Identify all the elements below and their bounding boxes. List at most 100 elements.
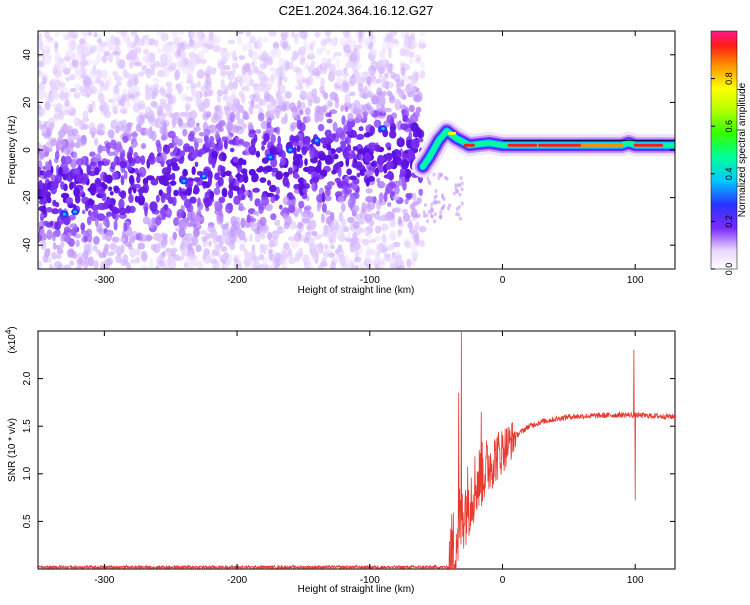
spectrogram-cell <box>427 179 431 184</box>
spectrogram-cell <box>191 166 196 176</box>
spectrogram-cell <box>301 216 309 223</box>
spectrogram-cell <box>131 31 138 37</box>
spectrogram-cell <box>283 242 290 250</box>
spectrogram-cell <box>256 167 263 173</box>
spectrogram-cell <box>238 105 245 114</box>
spectrogram-cell <box>346 144 352 151</box>
spectrogram-cell <box>228 188 234 199</box>
spectrogram-cell <box>283 221 290 230</box>
spectrogram-x-axis-label: Height of straight line (km) <box>298 285 415 296</box>
spectrogram-cell <box>54 150 60 160</box>
spectrogram-cell <box>231 103 238 113</box>
spectrogram-cell <box>54 201 60 208</box>
spectrogram-cell <box>130 73 139 79</box>
spectrogram-cell <box>368 65 377 76</box>
spectrogram-cell <box>71 227 77 237</box>
spectrogram-cell <box>161 213 166 221</box>
spectrogram-cell <box>234 254 241 260</box>
spectrogram-cell <box>311 88 318 98</box>
spectrogram-cell <box>437 176 441 181</box>
spectrogram-cell <box>416 57 421 62</box>
spectrogram-cell <box>234 111 241 121</box>
spectrogram-cell <box>125 205 131 214</box>
spectrogram-cell <box>237 157 245 166</box>
spectrogram-cell <box>110 206 119 213</box>
spectrogram-cell <box>220 246 228 252</box>
spectrogram-cell <box>243 174 249 184</box>
spectrogram-cell <box>233 195 241 205</box>
spectrogram-cell <box>395 97 400 108</box>
spectrogram-cell <box>323 243 329 250</box>
spectrogram-cell <box>340 262 348 268</box>
spectrogram-cell <box>126 122 133 127</box>
spectrogram-cell <box>366 104 372 110</box>
spectrogram-cell <box>184 96 193 102</box>
spectrogram-cell <box>188 67 194 77</box>
spectrogram-cell <box>158 253 164 261</box>
spectrogram-cell <box>351 194 357 206</box>
spectrogram-cell <box>97 145 102 154</box>
y-tick-label: -40 <box>22 238 33 253</box>
spectrogram-cell <box>183 57 190 64</box>
spectrogram-cell <box>353 117 360 124</box>
spectrogram-cell <box>386 161 392 171</box>
spectrogram-cell <box>383 107 392 113</box>
spectrogram-cell <box>178 118 184 127</box>
spectrogram-cell <box>346 168 353 176</box>
spectrogram-cell <box>56 254 62 260</box>
spectrogram-cell <box>378 200 387 206</box>
spectrogram-cell <box>248 104 254 115</box>
spectrogram-cell <box>279 156 286 166</box>
spectrogram-cell <box>357 148 366 155</box>
spectrogram-cell <box>191 55 196 67</box>
spectrogram-cell <box>231 62 239 70</box>
spectrogram-cell <box>71 250 77 259</box>
spectrogram-cell <box>293 66 300 73</box>
spectrogram-cell <box>422 210 426 215</box>
spectrogram-cell <box>337 166 342 178</box>
spectrogram-cell <box>172 231 177 240</box>
spectrogram-cell <box>363 230 369 235</box>
spectrogram-peak-core <box>62 212 67 216</box>
spectrogram-cell <box>320 44 327 53</box>
spectrogram-cell <box>369 248 377 256</box>
spectrogram-cell <box>208 31 214 40</box>
spectrogram-cell <box>209 142 216 149</box>
spectrogram-cell <box>305 61 309 70</box>
spectrogram-cell <box>334 163 340 171</box>
spectrogram-cell <box>344 254 350 263</box>
spectrogram-cell <box>182 143 191 153</box>
spectrogram-cell <box>173 135 180 144</box>
spectrogram-cell <box>59 81 66 88</box>
spectrogram-cell <box>402 114 408 122</box>
spectrogram-cell <box>387 244 395 251</box>
spectrogram-cell <box>52 78 58 83</box>
spectrogram-cell <box>366 76 372 86</box>
spectrogram-cell <box>454 186 458 191</box>
spectrogram-cell <box>60 192 70 199</box>
spectrogram-cell <box>298 46 306 56</box>
spectrogram-cell <box>75 266 82 269</box>
spectrogram-cell <box>182 168 188 177</box>
spectrogram-cell <box>170 263 175 269</box>
spectrogram-cell <box>297 78 304 87</box>
spectrogram-cell <box>386 171 393 179</box>
spectrogram-cell <box>227 253 233 264</box>
spectrogram-cell <box>110 161 117 168</box>
spectrogram-cell <box>134 86 141 92</box>
spectrogram-cell <box>353 62 362 71</box>
spectrogram-cell <box>118 207 127 216</box>
spectrogram-cell <box>80 178 88 185</box>
spectrogram-cell <box>386 90 392 97</box>
snr-y-multiplier-close: ) <box>7 326 18 329</box>
spectrogram-cell <box>55 244 61 250</box>
spectrogram-cell <box>51 103 60 108</box>
spectrogram-cell <box>248 168 256 176</box>
spectrogram-cell <box>388 130 397 139</box>
spectrogram-cell <box>290 121 298 130</box>
spectrogram-cell <box>107 76 112 87</box>
spectrogram-cell <box>44 101 51 111</box>
spectrogram-cell <box>203 91 208 98</box>
spectrogram-cell <box>119 160 128 169</box>
spectrogram-cell <box>196 69 205 79</box>
